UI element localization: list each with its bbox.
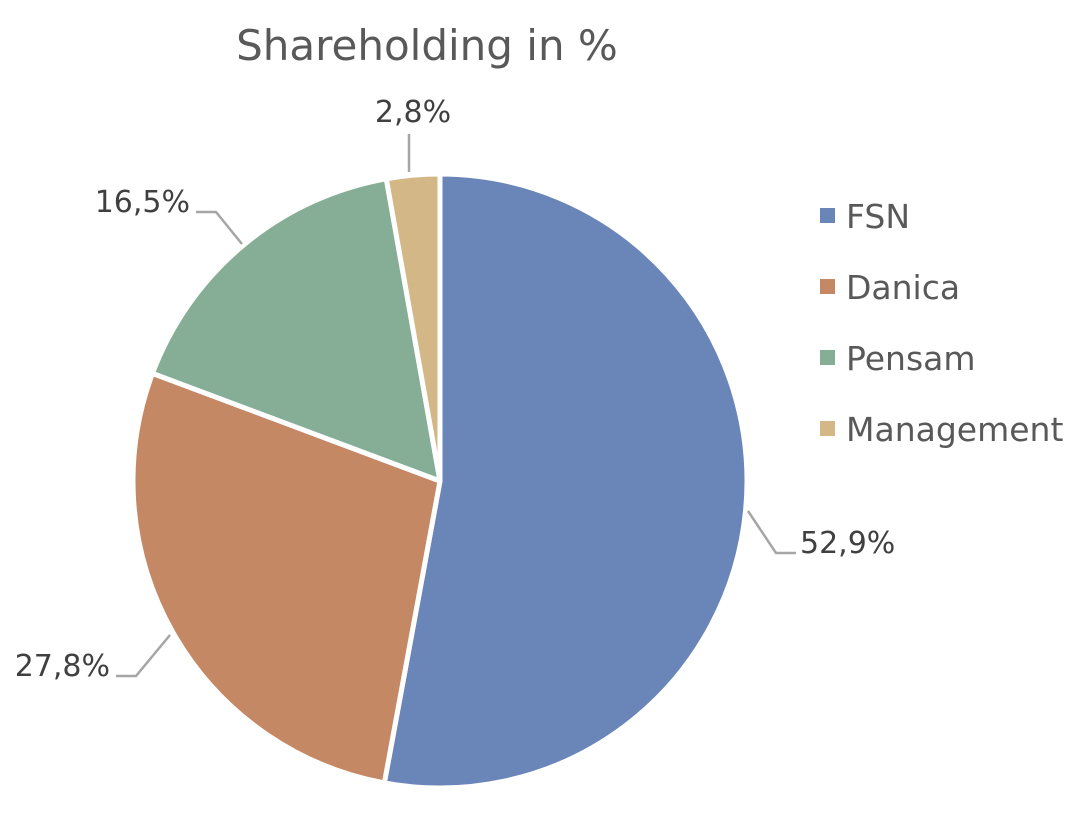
leader-line-danica xyxy=(116,634,171,678)
legend-label-fsn: FSN xyxy=(846,197,910,236)
pie-slice-fsn xyxy=(381,171,750,791)
data-label-fsn: 52,9% xyxy=(800,526,895,561)
pie-slice-pensam xyxy=(149,176,443,484)
legend: FSN Danica Pensam Management xyxy=(820,197,1063,449)
chart-title: Shareholding in % xyxy=(236,21,618,70)
legend-swatch-fsn xyxy=(820,208,835,223)
legend-label-management: Management xyxy=(846,410,1063,449)
pie-slices xyxy=(130,171,750,791)
data-label-danica: 27,8% xyxy=(15,649,110,684)
legend-swatch-management xyxy=(820,421,835,436)
leader-line-fsn xyxy=(746,510,796,555)
pie-slice-danica xyxy=(130,370,443,786)
data-label-pensam: 16,5% xyxy=(95,185,190,220)
data-label-management: 2,8% xyxy=(375,95,451,130)
leader-lines xyxy=(116,134,796,678)
legend-label-pensam: Pensam xyxy=(846,339,976,378)
leader-line-pensam xyxy=(196,210,243,245)
legend-swatch-pensam xyxy=(820,350,835,365)
legend-swatch-danica xyxy=(820,279,835,294)
data-labels: 52,9% 27,8% 16,5% 2,8% xyxy=(15,95,896,684)
legend-label-danica: Danica xyxy=(846,268,960,307)
pie-slice-management xyxy=(383,171,443,484)
